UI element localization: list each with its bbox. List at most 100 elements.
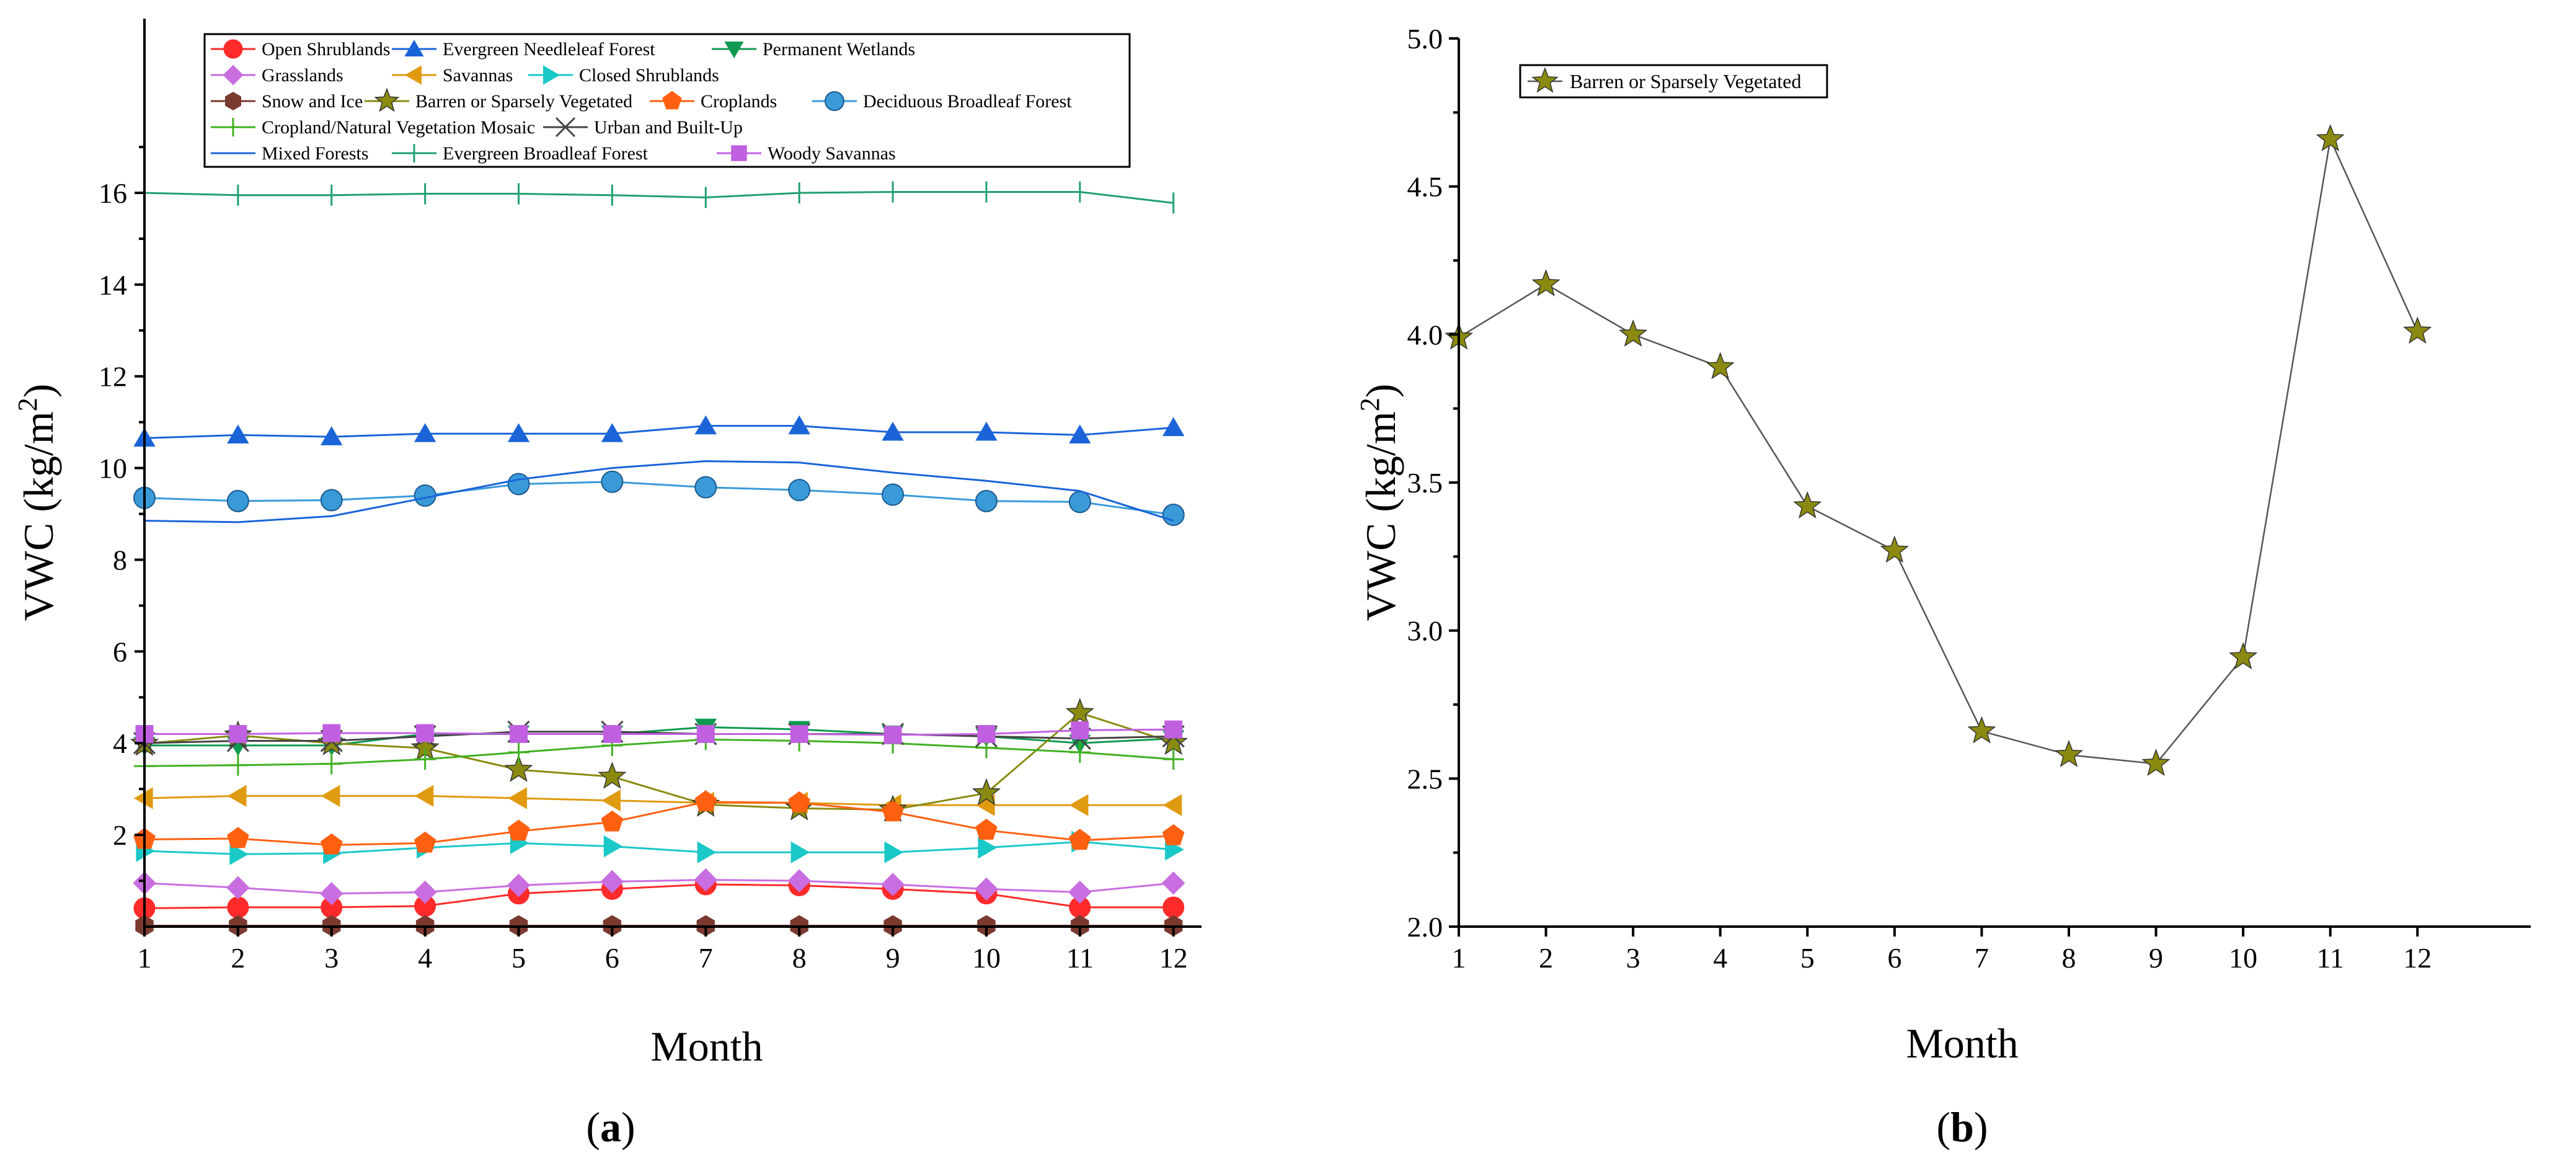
panel-a-x-tick-label: 3 [324, 942, 339, 974]
legend-label: Open Shrublands [262, 39, 390, 60]
data-point-woody-savannas [510, 725, 528, 743]
panel-b-x-tick-label: 7 [1975, 942, 1989, 974]
series-evergreen-broadleaf-forest [143, 181, 1175, 214]
data-point-barren-or-sparsely-vegetated [598, 761, 627, 789]
panel-b-y-axis-label-main: VWC (kg/m [1357, 411, 1404, 621]
panel-b-y-tick-label: 2.0 [1407, 911, 1443, 943]
data-point-grasslands [1162, 871, 1185, 895]
data-point-deciduous-broadleaf-forest [601, 470, 624, 493]
data-point-cropland-natural-vegetation-mosaic [414, 749, 436, 770]
legend-marker-savannas [405, 65, 422, 85]
data-point-b-barren-or-sparsely-vegetated [1967, 716, 1996, 744]
legend-entry-mixed-forests: Mixed Forests [211, 143, 369, 164]
series-b-barren-or-sparsely-vegetated [1444, 124, 2432, 777]
legend-marker-closed-shrublands [543, 65, 560, 85]
legend-marker-urban-and-built-up [555, 117, 576, 138]
data-point-barren-or-sparsely-vegetated [972, 778, 1001, 806]
data-point-grasslands [787, 869, 811, 893]
data-point-evergreen-needleleaf-forest [321, 426, 343, 445]
legend-entry-evergreen-broadleaf-forest: Evergreen Broadleaf Forest [392, 143, 648, 164]
panel-b-y-tick-label: 4.0 [1407, 319, 1443, 350]
data-point-b-barren-or-sparsely-vegetated [1531, 269, 1560, 296]
panel-b-axes: 1 2 3 4 5 6 7 8 9 10 11 122.02.53.03.54.04.55.0 [1407, 23, 2531, 974]
legend-marker-croplands [662, 91, 682, 110]
panel-b-x-tick-label: 3 [1626, 942, 1640, 974]
legend-entry-woody-savannas: Woody Savannas [717, 143, 896, 164]
data-point-croplands [321, 833, 343, 855]
data-point-b-barren-or-sparsely-vegetated [1619, 319, 1648, 347]
panel-b-series-group [1444, 124, 2432, 777]
legend-entry-savannas: Savannas [392, 65, 513, 86]
panel-b-axis-lines [1458, 38, 2531, 928]
data-point-deciduous-broadleaf-forest [507, 473, 530, 496]
series-line-evergreen-needleleaf-forest [144, 425, 1174, 439]
data-point-woody-savannas [883, 726, 902, 744]
data-point-barren-or-sparsely-vegetated [1065, 698, 1094, 726]
data-point-deciduous-broadleaf-forest [882, 483, 905, 506]
panel-a-legend: Open Shrublands Evergreen Needleleaf Fore… [203, 33, 1131, 168]
data-point-woody-savannas [229, 725, 247, 743]
legend-label: Urban and Built-Up [594, 117, 743, 138]
panel-a-y-tick-label: 6 [113, 636, 127, 667]
series-line-barren-or-sparsely-vegetated [144, 711, 1174, 811]
legend-label: Croplands [701, 91, 777, 112]
data-point-woody-savannas [1164, 720, 1183, 739]
legend-entry-grasslands: Grasslands [211, 65, 343, 86]
legend-entry-b-barren-or-sparsely-vegetated: Barren or Sparsely Vegetated [1528, 67, 1802, 93]
data-point-grasslands [694, 868, 717, 892]
panel-b-y-tick-label: 2.5 [1407, 763, 1443, 795]
series-line-mixed-forests [144, 460, 1174, 523]
series-line-grasslands [144, 879, 1174, 895]
panel-b-x-tick-label: 6 [1887, 942, 1901, 974]
data-point-grasslands [507, 873, 531, 897]
panel-b-y-axis-label-sup: 2 [1355, 398, 1385, 411]
data-point-savannas [227, 785, 247, 807]
data-point-cropland-natural-vegetation-mosaic [1162, 749, 1184, 770]
data-point-woody-savannas [603, 725, 621, 743]
panel-a-caption-letter: a [600, 1103, 621, 1151]
data-point-grasslands [226, 876, 250, 899]
series-line-urban-and-built-up [144, 731, 1174, 744]
legend-label: Evergreen Needleleaf Forest [443, 39, 655, 60]
panel-a-x-tick-label: 4 [418, 942, 432, 974]
data-point-evergreen-needleleaf-forest [1162, 417, 1185, 437]
data-point-b-barren-or-sparsely-vegetated [2141, 749, 2171, 777]
panel-a-y-axis-label: VWC (kg/m2) [12, 384, 62, 621]
data-point-grasslands [975, 877, 998, 901]
data-point-evergreen-needleleaf-forest [694, 415, 717, 435]
data-point-croplands [414, 831, 436, 853]
data-point-deciduous-broadleaf-forest [1162, 504, 1185, 527]
panel-b-y-axis-label-close: ) [1357, 384, 1404, 398]
data-point-savannas [414, 785, 434, 807]
panel-b-x-tick-label: 4 [1713, 942, 1727, 974]
series-cropland-natural-vegetation-mosaic [134, 729, 1184, 777]
panel-b-x-tick-label: 5 [1800, 942, 1815, 974]
data-point-open-shrublands [1162, 896, 1185, 919]
panel-b-y-tick-label: 4.5 [1407, 171, 1443, 203]
data-point-evergreen-needleleaf-forest [975, 421, 998, 441]
legend-label: Barren or Sparsely Vegetated [415, 91, 632, 112]
panel-a-y-tick-label: 10 [99, 453, 127, 484]
series-line-cropland-natural-vegetation-mosaic [144, 738, 1174, 767]
panel-a-x-tick-label: 11 [1066, 942, 1094, 974]
legend-marker-cropland-natural-vegetation-mosaic [224, 118, 242, 136]
series-line-croplands [144, 801, 1174, 846]
data-point-savannas [1069, 794, 1089, 816]
data-point-closed-shrublands [229, 843, 249, 865]
data-point-grasslands [414, 880, 437, 904]
legend-label: Closed Shrublands [579, 65, 719, 86]
data-point-cropland-natural-vegetation-mosaic [1069, 742, 1091, 763]
data-point-woody-savannas [977, 725, 996, 743]
series-line-closed-shrublands [144, 840, 1174, 855]
legend-label: Deciduous Broadleaf Forest [863, 91, 1072, 112]
panel-a-y-tick-label: 14 [99, 269, 127, 301]
data-point-croplands [507, 819, 530, 841]
data-point-b-barren-or-sparsely-vegetated [2054, 739, 2084, 767]
panel-b-legend: Barren or Sparsely Vegetated [1519, 64, 1828, 99]
data-point-closed-shrublands [603, 835, 623, 858]
data-point-evergreen-needleleaf-forest [227, 424, 249, 443]
panel-a-x-tick-label: 5 [511, 942, 526, 974]
data-point-deciduous-broadleaf-forest [320, 489, 343, 512]
data-point-b-barren-or-sparsely-vegetated [1706, 352, 1735, 380]
